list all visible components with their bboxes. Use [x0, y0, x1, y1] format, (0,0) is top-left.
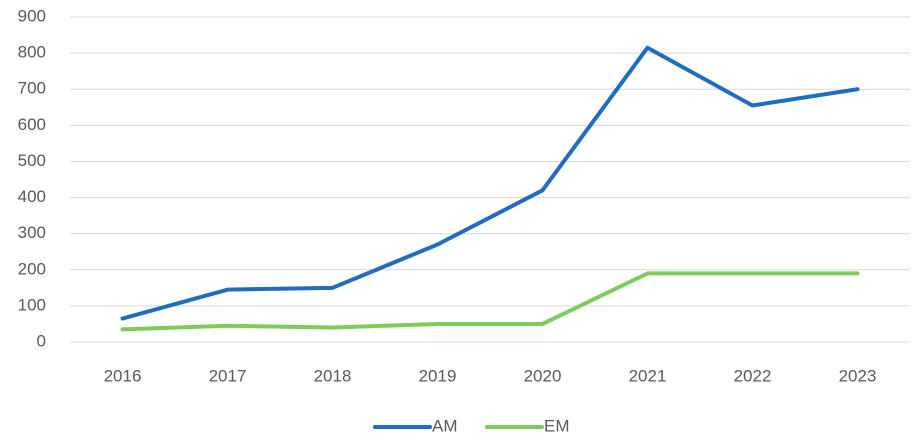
line-series: [120, 45, 860, 321]
x-tick-label: 2016: [104, 366, 142, 385]
legend-label: EM: [544, 416, 570, 435]
x-tick-label: 2021: [629, 366, 667, 385]
x-tick-label: 2017: [209, 366, 247, 385]
y-tick-label: 200: [18, 259, 46, 278]
y-tick-label: 0: [37, 331, 46, 350]
x-tick-label: 2022: [734, 366, 772, 385]
legend-label: AM: [432, 416, 458, 435]
y-tick-label: 800: [18, 43, 46, 62]
line-series: [120, 271, 860, 332]
y-tick-label: 900: [18, 6, 46, 25]
x-tick-label: 2023: [839, 366, 877, 385]
x-tick-label: 2020: [524, 366, 562, 385]
x-tick-label: 2018: [314, 366, 352, 385]
y-tick-label: 300: [18, 223, 46, 242]
x-tick-label: 2019: [419, 366, 457, 385]
y-tick-label: 400: [18, 187, 46, 206]
y-tick-label: 500: [18, 151, 46, 170]
y-tick-label: 100: [18, 295, 46, 314]
y-tick-label: 600: [18, 115, 46, 134]
y-tick-label: 700: [18, 79, 46, 98]
